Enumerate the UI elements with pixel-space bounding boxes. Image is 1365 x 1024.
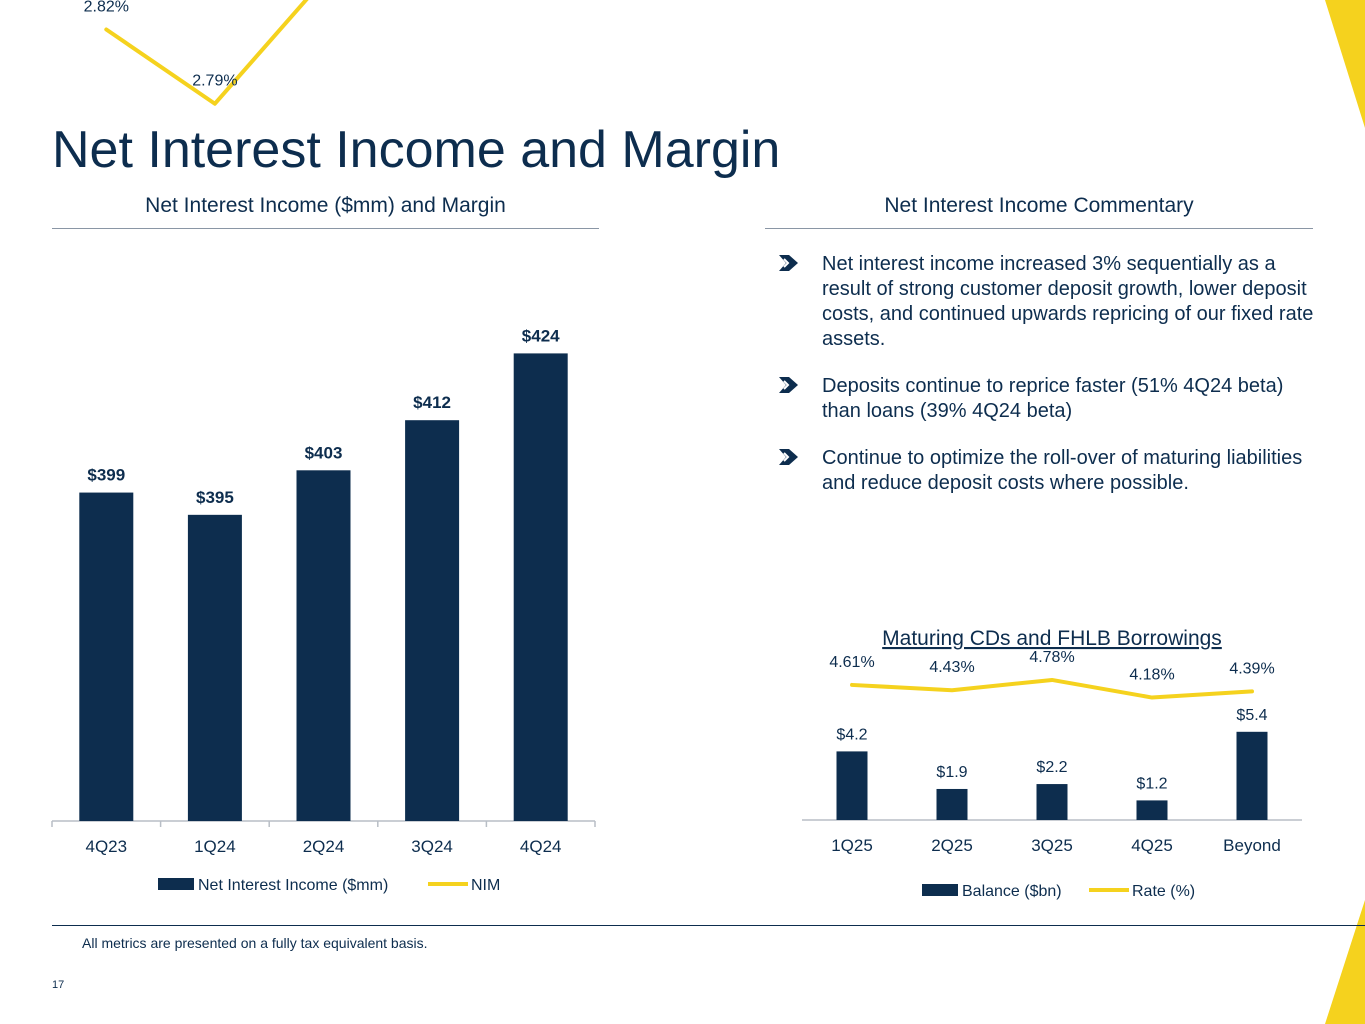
- x-tick-label: 3Q25: [1031, 836, 1073, 855]
- commentary-item: Net interest income increased 3% sequent…: [778, 252, 1318, 352]
- chevron-bullet-icon: [779, 449, 798, 465]
- top-right-accent: [1325, 0, 1365, 128]
- bar: [296, 470, 351, 821]
- left-section-divider: [52, 228, 599, 229]
- bar: [1136, 800, 1168, 820]
- chevron-bullet-icon: [779, 377, 798, 393]
- line-value-label: 4.39%: [1229, 660, 1274, 677]
- x-tick-label: 1Q25: [831, 836, 873, 855]
- page-number: 17: [52, 979, 65, 991]
- bar: [405, 420, 460, 821]
- line-value-label: 4.43%: [929, 659, 974, 676]
- page-title: Net Interest Income and Margin: [52, 121, 781, 179]
- legend-label-line: NIM: [471, 877, 500, 894]
- line-series: [104, 0, 309, 106]
- chevron-bullet-icon: [779, 255, 798, 271]
- commentary-text: Net interest income increased 3% sequent…: [822, 253, 1314, 350]
- commentary-text: Deposits continue to reprice faster (51%…: [822, 375, 1284, 422]
- x-tick-label: 3Q24: [411, 837, 453, 856]
- footer-divider: [52, 925, 1365, 926]
- bar-value-label: $4.2: [836, 726, 867, 743]
- legend-label-bars: Balance ($bn): [962, 883, 1062, 900]
- commentary-text: Continue to optimize the roll-over of ma…: [822, 447, 1303, 494]
- line-value-label: 4.61%: [829, 654, 874, 671]
- legend-swatch-bars: [158, 878, 194, 890]
- bar: [1036, 784, 1068, 820]
- footnote: All metrics are presented on a fully tax…: [82, 935, 428, 951]
- line-value-label: 2.82%: [84, 0, 129, 16]
- bar-value-label: $412: [413, 393, 451, 412]
- line-value-label: 4.18%: [1129, 667, 1174, 684]
- x-tick-label: 4Q25: [1131, 836, 1173, 855]
- commentary-list: Net interest income increased 3% sequent…: [778, 252, 1318, 518]
- legend-swatch-bars: [922, 884, 958, 896]
- bar-value-label: $5.4: [1236, 707, 1267, 724]
- x-tick-label: 2Q25: [931, 836, 973, 855]
- commentary-item: Deposits continue to reprice faster (51%…: [778, 374, 1318, 424]
- bar: [513, 353, 568, 821]
- bar: [1236, 731, 1268, 820]
- legend-label-bars: Net Interest Income ($mm): [198, 877, 388, 894]
- bar-value-label: $395: [196, 488, 234, 507]
- x-tick-label: Beyond: [1223, 836, 1281, 855]
- bar-value-label: $1.2: [1136, 775, 1167, 792]
- bar-value-label: $399: [87, 466, 125, 485]
- x-tick-label: 4Q23: [86, 837, 128, 856]
- bar: [79, 492, 134, 821]
- chart-title: Maturing CDs and FHLB Borrowings: [882, 627, 1222, 650]
- bar-value-label: $1.9: [936, 764, 967, 781]
- x-tick-label: 1Q24: [194, 837, 236, 856]
- x-tick-label: 4Q24: [520, 837, 562, 856]
- bottom-right-accent: [1325, 900, 1365, 1024]
- right-section-divider: [765, 228, 1313, 229]
- bar-value-label: $403: [305, 443, 343, 462]
- x-tick-label: 2Q24: [303, 837, 345, 856]
- commentary-section-title: Net Interest Income Commentary: [884, 194, 1194, 217]
- commentary-item: Continue to optimize the roll-over of ma…: [778, 446, 1318, 496]
- bar-value-label: $424: [522, 326, 560, 345]
- nii-chart-section-title: Net Interest Income ($mm) and Margin: [145, 194, 506, 217]
- bar: [836, 751, 868, 820]
- line-value-label: 4.78%: [1029, 649, 1074, 666]
- bar-value-label: $2.2: [1036, 759, 1067, 776]
- bar: [187, 514, 242, 821]
- line-series: [850, 677, 1254, 700]
- line-value-label: 2.79%: [192, 73, 237, 90]
- bar: [936, 788, 968, 820]
- legend-label-line: Rate (%): [1132, 883, 1195, 900]
